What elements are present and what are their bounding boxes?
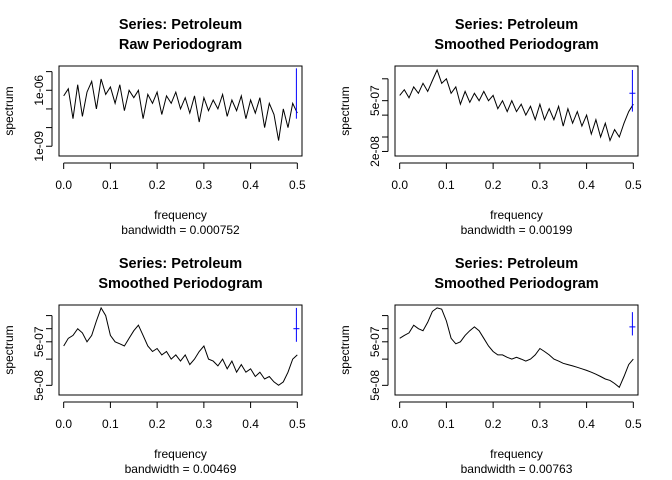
plot-frame <box>58 304 303 396</box>
y-axis-label: spectrum <box>338 86 352 135</box>
y-axis-label: spectrum <box>2 86 16 135</box>
x-tick-label: 0.0 <box>391 417 408 431</box>
x-tick-label: 0.1 <box>102 178 119 192</box>
x-tick-label: 0.5 <box>289 417 306 431</box>
plot-frame <box>58 65 303 157</box>
spectrum-line <box>399 68 634 143</box>
y-axis-label: spectrum <box>2 325 16 374</box>
x-tick-label: 0.4 <box>242 178 259 192</box>
chart-title: Series: Petroleum <box>119 256 242 272</box>
y-tick-label: 5e-07 <box>368 326 382 357</box>
chart-panel-1: Series: Petroleum Raw Periodogram 0.0 0.1 0.… <box>2 17 306 237</box>
chart-subtitle: Raw Periodogram <box>119 37 242 53</box>
x-tick-label: 0.4 <box>578 178 595 192</box>
spectrum-line <box>63 306 298 386</box>
x-tick-label: 0.0 <box>55 417 72 431</box>
spectrum-line <box>63 78 298 141</box>
chart-title: Series: Petroleum <box>119 17 242 33</box>
y-tick-label: 5e-08 <box>368 370 382 401</box>
x-tick-label: 0.1 <box>102 417 119 431</box>
y-tick-label: 2e-08 <box>368 136 382 167</box>
x-tick-label: 0.2 <box>149 178 166 192</box>
x-tick-label: 0.0 <box>391 178 408 192</box>
bandwidth-label: bandwidth = 0.00469 <box>125 462 237 476</box>
x-tick-label: 0.2 <box>485 417 502 431</box>
x-tick-label: 0.1 <box>438 417 455 431</box>
y-tick-label: 5e-07 <box>368 85 382 116</box>
y-tick-label: 5e-08 <box>32 370 46 401</box>
x-tick-label: 0.2 <box>485 178 502 192</box>
x-tick-label: 0.0 <box>55 178 72 192</box>
bandwidth-label: bandwidth = 0.000752 <box>121 223 240 237</box>
x-tick-label: 0.5 <box>625 417 642 431</box>
chart-panel-4: Series: Petroleum Smoothed Periodogram 0.0… <box>338 256 642 476</box>
spectrum-line <box>399 307 634 389</box>
chart-panel-2: Series: Petroleum Smoothed Periodogram 0.0… <box>338 17 642 237</box>
chart-title: Series: Petroleum <box>455 17 578 33</box>
x-tick-label: 0.5 <box>625 178 642 192</box>
y-tick-label: 1e-09 <box>32 131 46 162</box>
x-tick-label: 0.4 <box>242 417 259 431</box>
plot-frame <box>394 65 639 157</box>
x-tick-label: 0.4 <box>578 417 595 431</box>
x-axis-label: frequency <box>490 208 543 222</box>
bandwidth-label: bandwidth = 0.00763 <box>461 462 573 476</box>
chart-subtitle: Smoothed Periodogram <box>98 276 262 292</box>
x-axis-label: frequency <box>490 447 543 461</box>
x-axis-label: frequency <box>154 208 207 222</box>
y-tick-label: 1e-06 <box>32 75 46 106</box>
x-tick-label: 0.3 <box>532 417 549 431</box>
chart-panel-3: Series: Petroleum Smoothed Periodogram 0.0… <box>2 256 306 476</box>
x-tick-label: 0.2 <box>149 417 166 431</box>
chart-subtitle: Smoothed Periodogram <box>434 37 598 53</box>
x-tick-label: 0.5 <box>289 178 306 192</box>
x-tick-label: 0.1 <box>438 178 455 192</box>
x-tick-label: 0.3 <box>196 178 213 192</box>
y-tick-label: 5e-07 <box>32 326 46 357</box>
x-tick-label: 0.3 <box>532 178 549 192</box>
x-tick-label: 0.3 <box>196 417 213 431</box>
bandwidth-label: bandwidth = 0.00199 <box>461 223 573 237</box>
chart-subtitle: Smoothed Periodogram <box>434 276 598 292</box>
y-axis-label: spectrum <box>338 325 352 374</box>
plot-frame <box>394 304 639 396</box>
chart-title: Series: Petroleum <box>455 256 578 272</box>
x-axis-label: frequency <box>154 447 207 461</box>
